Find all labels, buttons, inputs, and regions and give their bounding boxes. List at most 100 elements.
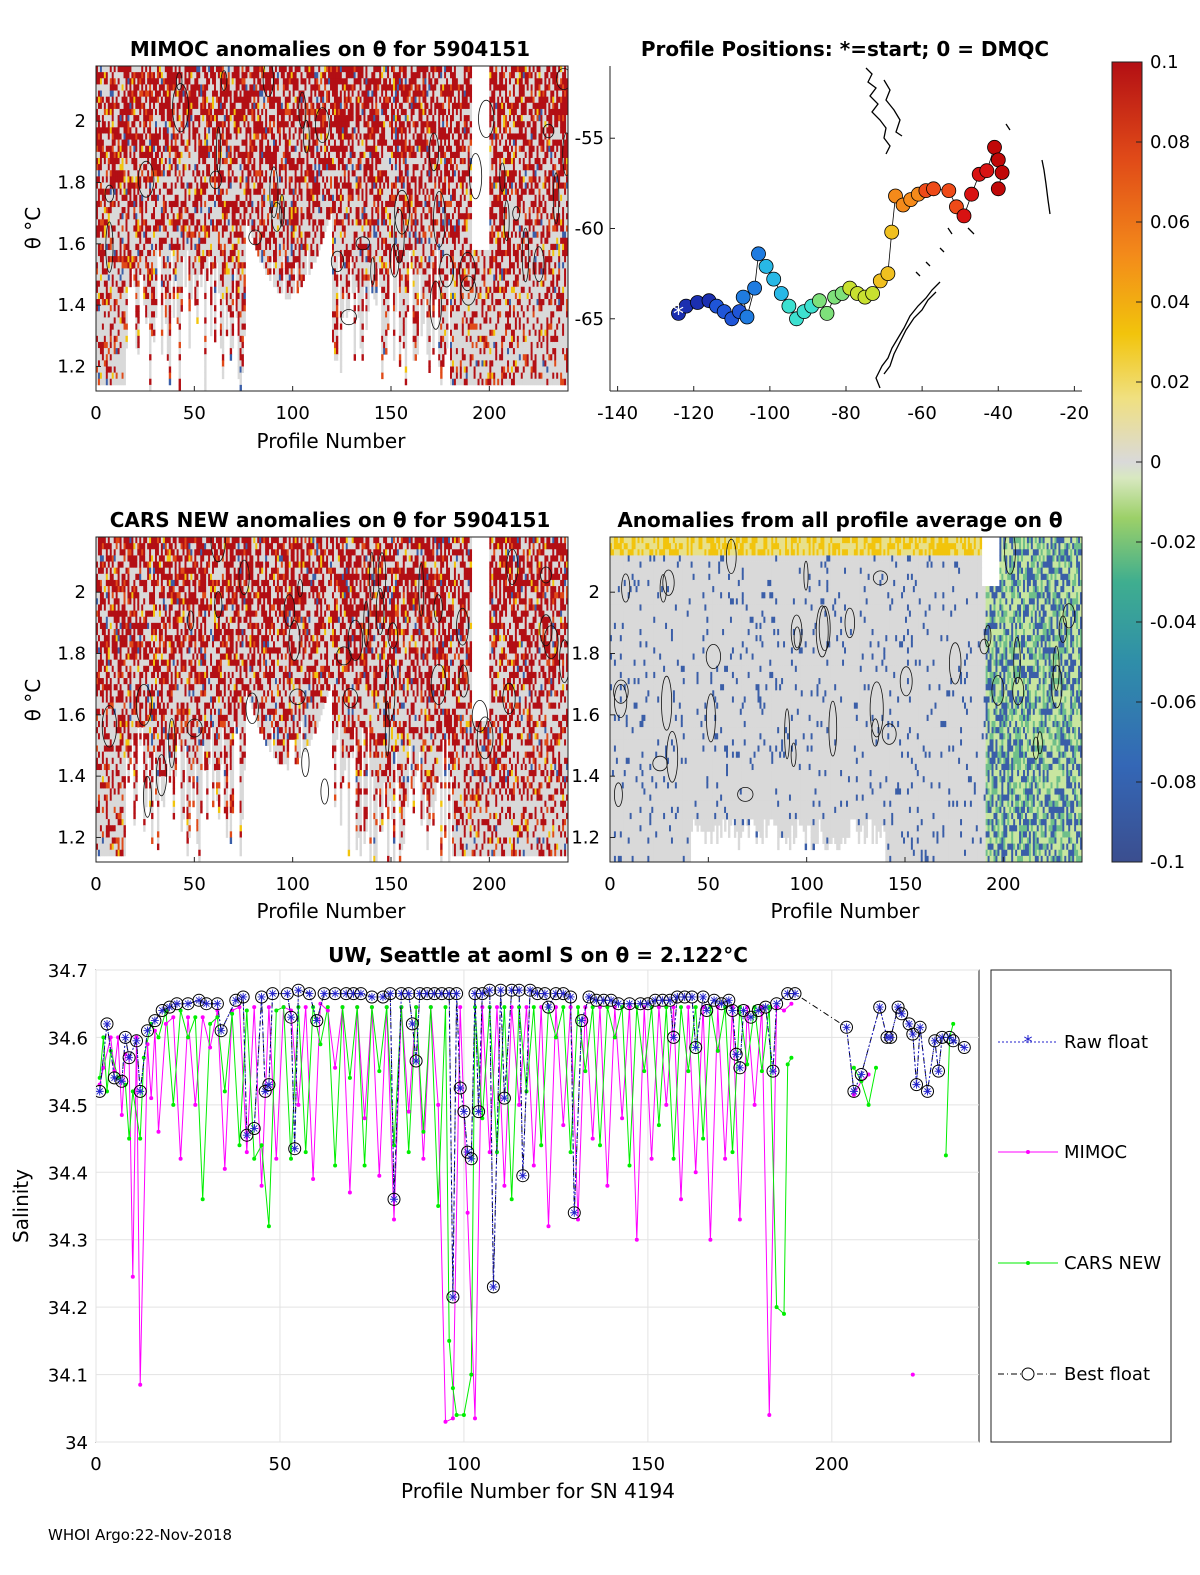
heatmap-cell [219,194,223,202]
heatmap-cell [261,200,264,208]
heatmap-cell [170,170,174,177]
heatmap-cell [101,127,105,134]
heatmap-cell [231,243,235,251]
heatmap-cell [178,207,181,214]
heatmap-cell [158,237,162,245]
heatmap-cell [107,231,111,239]
heatmap-cell [204,354,207,361]
heatmap-cell [249,207,252,214]
heatmap-cell [99,115,103,122]
heatmap-cell [202,225,205,232]
heatmap-cell [97,262,101,269]
heatmap-cell [115,317,119,324]
heatmap-cell [225,323,229,331]
heatmap-cell [237,194,240,202]
heatmap-cell [212,115,215,122]
heatmap-cell [210,194,213,202]
heatmap-cell [133,90,136,98]
heatmap-cell [229,317,233,324]
heatmap-cell [206,170,209,177]
heatmap-cell [192,213,195,220]
heatmap-cell [202,157,205,165]
heatmap-cell [204,108,207,116]
heatmap-cell [223,78,227,85]
heatmap-cell [259,96,262,104]
heatmap-cell [147,170,150,177]
heatmap-cell [158,139,162,147]
heatmap-cell [160,72,164,79]
heatmap-cell [271,115,274,122]
heatmap-cell [214,200,217,208]
heatmap-cell [255,231,258,239]
heatmap-cell [178,329,181,337]
heatmap-cell [176,225,179,232]
heatmap-cell [186,225,189,232]
heatmap-cell [133,243,136,251]
heatmap-cell [265,157,268,165]
heatmap-cell [155,219,158,226]
heatmap-cell [117,139,120,147]
heatmap-cell [99,121,103,128]
heatmap-cell [206,268,209,275]
heatmap-cell [212,249,215,257]
heatmap-cell [172,268,176,275]
heatmap-cell [235,170,238,177]
heatmap-cell [129,66,132,73]
heatmap-cell [227,108,231,116]
heatmap-cell [217,182,221,190]
heatmap-cell [115,102,119,110]
heatmap-cell [212,96,215,104]
heatmap-cell [243,305,246,312]
heatmap-cell [190,121,193,128]
heatmap-cell [180,305,183,312]
heatmap-cell [247,213,250,220]
heatmap-cell [178,237,181,245]
heatmap-cell [194,157,197,165]
heatmap-cell [115,127,119,134]
heatmap-cell [237,127,240,134]
heatmap-cell [176,108,179,116]
heatmap-cell [219,115,223,122]
heatmap-cell [164,256,168,263]
heatmap-cell [204,317,207,324]
heatmap-cell [164,194,168,202]
heatmap-cell [153,188,156,196]
heatmap-cell [97,200,101,208]
heatmap-cell [249,176,252,183]
heatmap-cell [105,335,109,343]
heatmap-cell [241,139,244,147]
heatmap-cell [239,200,242,208]
heatmap-cell [149,225,152,232]
heatmap-cell [178,348,181,355]
heatmap-cell [194,102,197,110]
heatmap-cell [231,317,235,324]
heatmap-cell [151,115,154,122]
heatmap-cell [107,90,111,98]
heatmap-cell [121,78,124,85]
heatmap-cell [105,188,109,196]
heatmap-cell [227,231,231,239]
heatmap-cell [153,200,156,208]
heatmap-cell [115,323,119,331]
heatmap-cell [141,96,144,104]
heatmap-cell [97,249,101,257]
heatmap-cell [103,372,107,380]
heatmap-cell [151,262,154,269]
heatmap-cell [164,145,168,153]
heatmap-cell [99,274,103,282]
heatmap-cell [99,102,103,110]
heatmap-cell [221,299,225,306]
heatmap-cell [158,78,162,85]
heatmap-cell [204,170,207,177]
heatmap-cell [219,108,223,116]
heatmap-cell [253,151,256,159]
heatmap-cell [121,225,124,232]
heatmap-cell [223,139,227,147]
heatmap-cell [202,151,205,159]
heatmap-cell [96,299,99,306]
heatmap-cell [166,305,170,312]
heatmap-cell [214,127,217,134]
heatmap-cell [153,268,156,275]
heatmap-cell [267,121,270,128]
heatmap-cell [160,182,164,190]
